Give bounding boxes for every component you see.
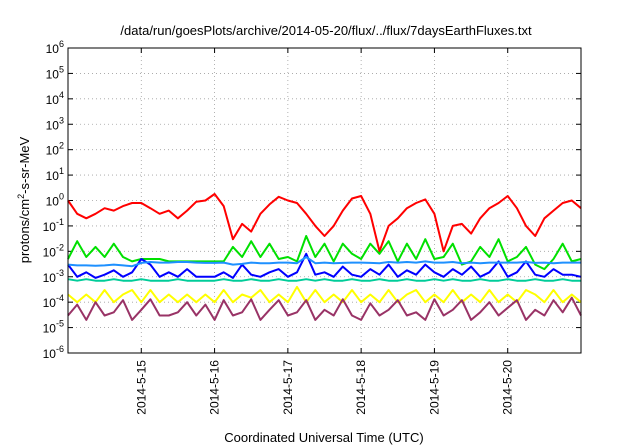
y-tick-label: 104 [46, 90, 64, 107]
x-axis-ticks: 2014-5-15 2014-5-16 2014-5-17 2014-5-18 2014… [134, 48, 515, 415]
x-tick-label: 2014-5-15 [134, 360, 148, 415]
y-tick-label: 102 [46, 141, 64, 158]
x-tick-label: 2014-5-16 [208, 360, 222, 415]
chart-title: /data/run/goesPlots/archive/2014-05-20/f… [120, 23, 532, 38]
x-tick-label: 2014-5-19 [427, 360, 441, 415]
y-tick-label: 105 [46, 64, 64, 81]
series-line-1 [67, 193, 582, 253]
grid-lines [68, 48, 581, 353]
y-tick-label: 10-6 [43, 344, 64, 361]
y-tick-label: 101 [46, 166, 64, 183]
series-line-7 [67, 296, 582, 321]
y-tick-label: 10-3 [43, 268, 64, 285]
x-axis-label: Coordinated Universal Time (UTC) [224, 430, 423, 445]
y-tick-label: 10-1 [43, 217, 64, 234]
y-tick-label: 10-5 [43, 319, 64, 336]
series-line-2 [67, 235, 582, 271]
series-line-5 [67, 278, 581, 282]
x-tick-label: 2014-5-20 [501, 360, 515, 415]
x-tick-label: 2014-5-17 [281, 360, 295, 415]
series-line-6 [67, 285, 582, 304]
plot-frame [67, 47, 582, 354]
y-tick-label: 10-2 [43, 242, 64, 259]
y-tick-label: 100 [46, 192, 64, 209]
y-tick-label: 10-4 [43, 293, 64, 310]
series-lines [67, 193, 582, 321]
x-tick-label: 2014-5-18 [354, 360, 368, 415]
y-axis-ticks: 10-6 10-5 10-4 10-3 10-2 10-1 100 101 102 103 104 1… [43, 39, 581, 361]
y-tick-label: 106 [46, 39, 64, 56]
y-axis-label: protons/cm2-s-sr-MeV [16, 136, 32, 263]
series-line-3 [67, 252, 582, 279]
series-line-4 [67, 256, 581, 268]
y-tick-label: 103 [46, 115, 64, 132]
